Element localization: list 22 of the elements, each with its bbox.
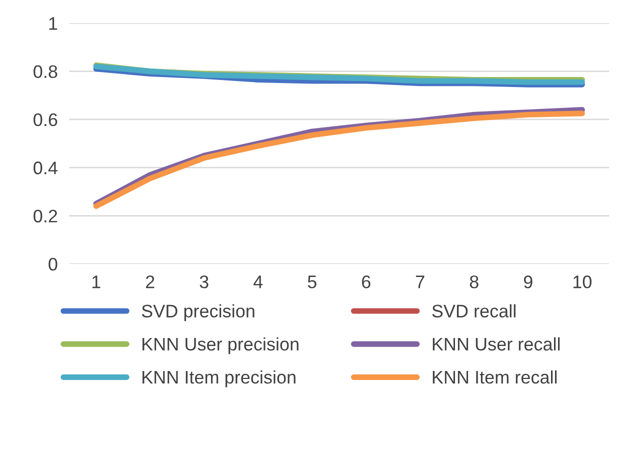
x-tick-label: 10 — [573, 276, 592, 288]
legend-label: SVD recall — [432, 304, 516, 318]
x-tick-label: 4 — [254, 276, 263, 288]
x-tick-label: 6 — [362, 276, 370, 288]
x-tick-label: 7 — [416, 276, 424, 288]
legend-label: KNN Item recall — [432, 370, 557, 384]
legend-label: KNN Item precision — [142, 370, 296, 388]
x-tick-label: 1 — [92, 276, 100, 288]
x-tick-label: 9 — [524, 276, 532, 288]
x-tick-label: 8 — [470, 276, 478, 288]
x-tick-label: 5 — [308, 276, 316, 288]
legend-label: KNN User precision — [142, 337, 298, 354]
y-tick-label: 0.6 — [34, 113, 58, 126]
y-tick-label: 0.8 — [34, 65, 58, 78]
y-tick-label: 0.4 — [34, 162, 58, 174]
legend-label: SVD precision — [142, 304, 254, 322]
x-tick-label: 3 — [200, 276, 208, 288]
y-tick-label: 1 — [49, 17, 58, 30]
legend-label: KNN User recall — [432, 337, 560, 351]
y-tick-label: 0 — [48, 258, 58, 271]
y-tick-label: 0.2 — [34, 210, 58, 222]
x-tick-label: 2 — [146, 276, 154, 288]
